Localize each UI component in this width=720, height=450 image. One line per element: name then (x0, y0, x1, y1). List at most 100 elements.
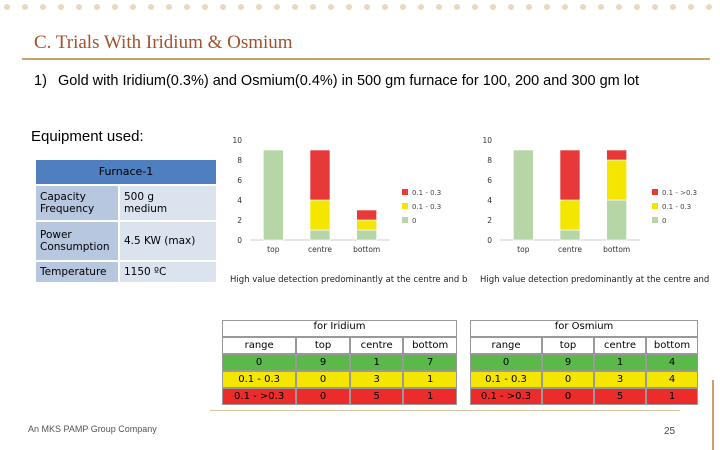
furnace-key: Frequency (40, 203, 95, 215)
table-cell: 4 (646, 371, 698, 388)
bullet-number: 1) (34, 73, 47, 89)
table-cell: 0 (222, 354, 297, 371)
bar-segment (606, 199, 627, 241)
x-tick-label: bottom (353, 245, 380, 254)
table-cell: 0 (470, 354, 542, 371)
decorative-dot (292, 4, 298, 10)
y-tick-label: 6 (487, 176, 492, 185)
furnace-key: Temperature (40, 266, 107, 278)
y-tick-label: 4 (237, 196, 242, 205)
table-header-cell: range (222, 337, 297, 354)
furnace-value: 4.5 KW (max) (124, 235, 196, 247)
y-tick-label: 4 (487, 196, 492, 205)
legend-swatch (402, 203, 408, 209)
decorative-dot (184, 4, 190, 10)
table-cell: 9 (542, 354, 594, 371)
legend-swatch (652, 203, 658, 209)
table-header-cell: bottom (403, 337, 458, 354)
osmium-table: for Osmium range top centre bottom 0 9 1 4 0.1 - … (470, 320, 698, 405)
table-cell: 1 (646, 388, 698, 405)
iridium-table: for Iridium range top centre bottom 0 9 1 7 0.1 -… (222, 320, 458, 405)
decorative-dot (4, 4, 10, 10)
table-cell: 0.1 - >0.3 (470, 388, 542, 405)
x-tick-label: bottom (603, 245, 630, 254)
decorative-dot (706, 4, 712, 10)
table-header-cell: centre (594, 337, 646, 354)
decorative-dot (652, 4, 658, 10)
table-cell: 1 (594, 354, 646, 371)
table-cell: 0 (542, 371, 594, 388)
decorative-dot (508, 4, 514, 10)
table-header-cell: bottom (646, 337, 698, 354)
y-tick-label: 2 (487, 216, 492, 225)
table-row: 0.1 - >0.3 0 5 1 (470, 388, 698, 405)
furnace-key: Capacity (40, 191, 86, 203)
decorative-dot (598, 4, 604, 10)
decorative-dot (382, 4, 388, 10)
furnace-table: Furnace-1 Capacity Frequency 500 g mediu… (36, 160, 216, 282)
legend-label: 0 (662, 217, 666, 225)
y-tick-label: 6 (237, 176, 242, 185)
bullet-text: Gold with Iridium(0.3%) and Osmium(0.4%)… (58, 73, 640, 89)
y-tick-label: 0 (237, 236, 242, 245)
bar-segment (559, 149, 581, 201)
table-row: 0.1 - 0.3 0 3 4 (470, 371, 698, 388)
furnace-row-power: Power Consumption 4.5 KW (max) (36, 222, 216, 260)
furnace-row-temperature: Temperature 1150 ºC (36, 262, 216, 282)
bar-segment (309, 199, 331, 231)
table-row: 0.1 - >0.3 0 5 1 (222, 388, 458, 405)
decorative-dot (562, 4, 568, 10)
furnace-header: Furnace-1 (36, 160, 216, 184)
table-cell: 0 (542, 388, 594, 405)
table-cell: 7 (403, 354, 458, 371)
table-header-row: range top centre bottom (470, 337, 698, 354)
decorative-dot (346, 4, 352, 10)
bar-segment (356, 219, 377, 231)
decorative-dot (472, 4, 478, 10)
decorative-dot (22, 4, 28, 10)
page-number: 25 (664, 426, 676, 437)
title-divider (22, 58, 710, 60)
footer-company: An MKS PAMP Group Company (28, 424, 157, 434)
legend-label: 0.1 - 0.3 (412, 203, 441, 211)
decorative-dot (76, 4, 82, 10)
y-tick-label: 8 (487, 156, 492, 165)
decorative-dots (0, 4, 720, 14)
table-header-cell: top (542, 337, 594, 354)
corner-accent (712, 380, 714, 450)
x-tick-label: top (267, 245, 280, 254)
table-cell: 5 (349, 388, 404, 405)
decorative-dot (418, 4, 424, 10)
legend-swatch (402, 189, 408, 195)
furnace-key: Consumption (40, 241, 110, 253)
bar-segment (263, 149, 284, 241)
table-cell: 0.1 - >0.3 (222, 388, 297, 405)
table-cell: 0 (296, 388, 350, 405)
table-header-cell: centre (349, 337, 404, 354)
table-cell: 1 (403, 388, 458, 405)
decorative-dot (40, 4, 46, 10)
furnace-key: Power (40, 229, 72, 241)
decorative-dot (130, 4, 136, 10)
y-tick-label: 8 (237, 156, 242, 165)
decorative-dot (148, 4, 154, 10)
furnace-value: 1150 ºC (124, 266, 167, 278)
y-tick-label: 10 (232, 136, 242, 145)
table-cell: 3 (349, 371, 404, 388)
decorative-dot (454, 4, 460, 10)
decorative-dot (238, 4, 244, 10)
decorative-dot (670, 4, 676, 10)
table-cell: 0 (296, 371, 350, 388)
decorative-dot (274, 4, 280, 10)
bar-segment (513, 149, 534, 241)
legend-label: 0.1 - 0.3 (662, 203, 691, 211)
table-cell: 0.1 - 0.3 (470, 371, 542, 388)
table-cell: 4 (646, 354, 698, 371)
table-caption: for Iridium (222, 320, 457, 337)
decorative-dot (364, 4, 370, 10)
table-header-cell: range (470, 337, 542, 354)
decorative-dot (580, 4, 586, 10)
chart-caption: High value detection predominantly at th… (480, 275, 712, 285)
bar-segment (559, 229, 581, 241)
bar-segment (559, 199, 581, 231)
